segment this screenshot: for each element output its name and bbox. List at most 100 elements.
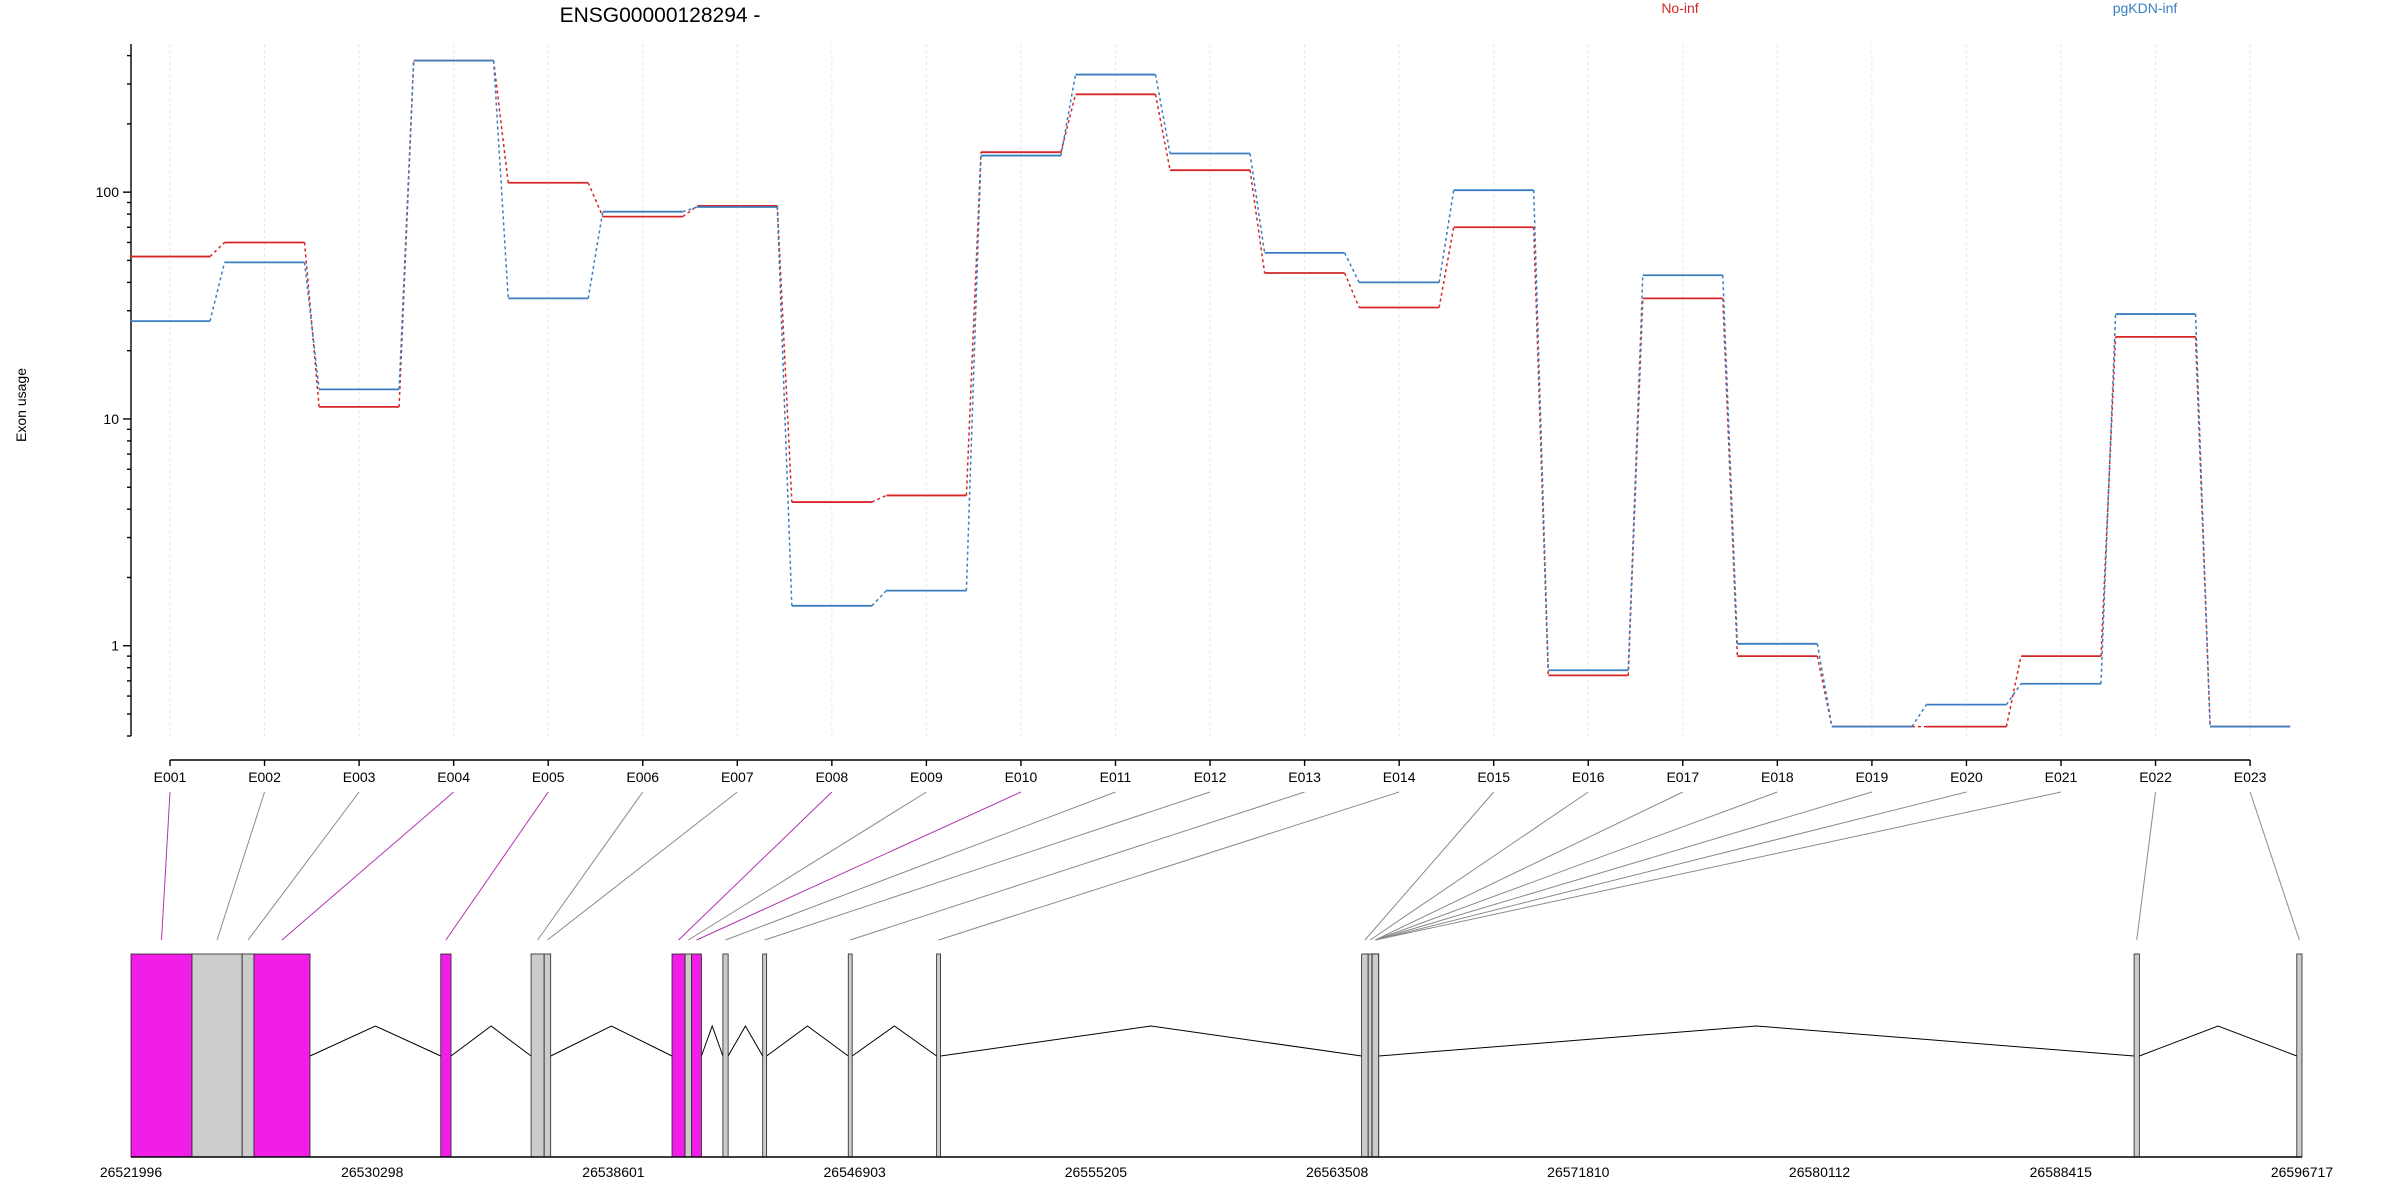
gene-model <box>130 953 2303 1158</box>
intron <box>940 1025 1362 1057</box>
exon-box-E005 <box>440 953 452 1158</box>
genomic-tick-label: 26530298 <box>341 1164 404 1180</box>
genomic-tick-label: 26588415 <box>2030 1164 2093 1180</box>
exon-box-E021 <box>1371 953 1380 1158</box>
x-tick-label: E016 <box>1572 769 1605 785</box>
exon-box-E016 <box>1367 953 1373 1158</box>
intron <box>1378 1025 2135 1057</box>
series-link <box>1343 272 1360 308</box>
series-link <box>209 241 226 258</box>
series-link <box>2194 314 2211 727</box>
exon-box-E023 <box>2296 953 2303 1158</box>
exon-box-E003 <box>241 953 255 1158</box>
intron <box>727 1024 764 1057</box>
intron <box>851 1025 937 1057</box>
series-link <box>871 494 887 503</box>
series-link <box>2100 336 2117 657</box>
exon-connector-E013 <box>850 791 1305 941</box>
y-tick-label: 100 <box>96 184 120 200</box>
x-tick-label: E015 <box>1477 769 1510 785</box>
exon-box-E022 <box>2133 953 2140 1158</box>
x-tick-label: E017 <box>1666 769 1699 785</box>
series-link <box>1627 298 1644 676</box>
x-tick-label: E022 <box>2139 769 2172 785</box>
genomic-tick-label: 26521996 <box>100 1164 163 1180</box>
series-link <box>1060 74 1077 156</box>
exon-connector-E021 <box>1375 791 2062 941</box>
intron <box>550 1025 673 1057</box>
series-link <box>1249 153 1266 253</box>
intron <box>700 1024 724 1057</box>
grid <box>169 44 2251 736</box>
exon-connector-E007 <box>547 791 738 941</box>
series-link <box>2005 683 2022 706</box>
series-link <box>1722 275 1739 644</box>
genomic-tick-label: 26563508 <box>1306 1164 1369 1180</box>
x-tick-label: E018 <box>1761 769 1794 785</box>
exon-box-E001 <box>130 953 193 1158</box>
exon-connector-E018 <box>1375 791 1778 941</box>
exon-connector-E020 <box>1375 791 1967 941</box>
x-tick-label: E013 <box>1288 769 1321 785</box>
axes: 1 10 100 E001 E002 E003 E004 E005 E006 E007 E008 E0… <box>96 44 2267 785</box>
x-tick-label: E012 <box>1194 769 1227 785</box>
x-tick-label: E009 <box>910 769 943 785</box>
x-tick-label: E011 <box>1100 769 1132 785</box>
x-tick-label: E003 <box>343 769 376 785</box>
series-link <box>1154 74 1171 154</box>
legend-entry-1: pgKDN-inf <box>2113 0 2178 16</box>
x-tick-label: E006 <box>626 769 659 785</box>
exon-connector-E003 <box>247 791 360 941</box>
series-link <box>1343 252 1360 283</box>
series-link <box>682 206 698 213</box>
exon-connector-E014 <box>938 791 1400 941</box>
x-tick-label: E014 <box>1383 769 1416 785</box>
series-link <box>1532 227 1549 676</box>
x-tick-label: E007 <box>721 769 754 785</box>
exon-box-E009 <box>684 953 693 1158</box>
exon-box-E013 <box>847 953 853 1158</box>
exon-connector-E023 <box>2249 791 2300 941</box>
x-tick-label: E008 <box>815 769 848 785</box>
series-link <box>965 152 982 496</box>
genomic-tick-label: 26555205 <box>1065 1164 1128 1180</box>
series-link <box>1911 704 1928 728</box>
series-link <box>1249 170 1266 274</box>
series-link <box>871 590 887 607</box>
genomic-axis: 26521996 26530298 26538601 26546903 26555205… <box>100 1156 2333 1180</box>
exon-connector-E002 <box>216 791 266 941</box>
series-link <box>2100 314 2117 684</box>
x-tick-label: E020 <box>1950 769 1983 785</box>
genomic-tick-label: 26546903 <box>824 1164 887 1180</box>
exon-connectors <box>161 791 2300 941</box>
series-link <box>1722 298 1739 657</box>
series-link <box>776 206 793 606</box>
series-link <box>965 155 982 591</box>
x-tick-label: E010 <box>1005 769 1038 785</box>
exon-connector-E010 <box>696 791 1022 941</box>
exon-connector-E016 <box>1369 791 1589 941</box>
series-link <box>303 262 320 390</box>
series-1 <box>130 59 2291 728</box>
exon-box-E012 <box>762 953 768 1158</box>
x-tick-label: E001 <box>154 769 187 785</box>
chart-title: ENSG00000128294 - <box>560 4 761 27</box>
exon-box-E008 <box>671 953 686 1158</box>
x-tick-label: E005 <box>532 769 565 785</box>
series-link <box>398 60 415 390</box>
exon-box-E006 <box>530 953 545 1158</box>
genomic-tick-label: 26538601 <box>582 1164 645 1180</box>
exon-connector-E005 <box>445 791 549 941</box>
intron <box>450 1025 532 1057</box>
intron <box>2139 1025 2297 1057</box>
exon-box-E010 <box>691 953 702 1158</box>
series-link <box>1060 94 1077 153</box>
series-link <box>209 262 226 322</box>
intron <box>766 1025 849 1057</box>
exon-box-E014 <box>936 953 941 1158</box>
intron <box>309 1025 441 1057</box>
legend-entry-0: No-inf <box>1661 0 1698 16</box>
exon-connector-E019 <box>1375 791 1873 941</box>
exon-connector-E006 <box>537 791 644 941</box>
